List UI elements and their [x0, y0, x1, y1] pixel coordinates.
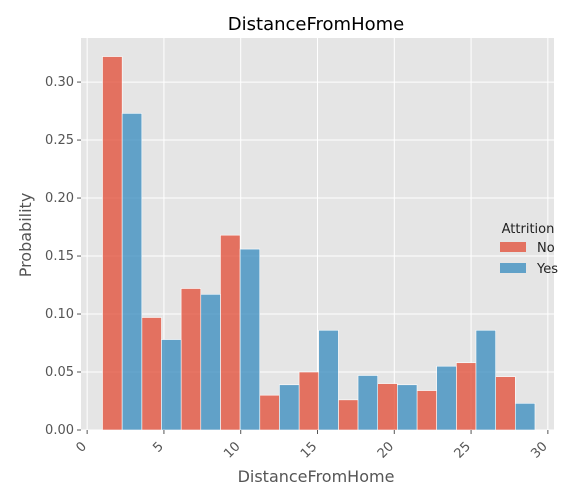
bars: [102, 56, 536, 431]
x-tick-label: 0: [74, 439, 90, 455]
y-tick-label: 0.00: [45, 423, 74, 438]
y-tick-label: 0.20: [45, 191, 74, 206]
bar-yes: [161, 339, 182, 431]
bar-no: [141, 317, 162, 431]
legend-title: Attrition: [502, 222, 555, 237]
bar-no: [377, 383, 398, 431]
bar-no: [338, 399, 359, 431]
x-axis-title: DistanceFromHome: [238, 467, 395, 486]
y-axis-title: Probability: [16, 193, 35, 278]
x-tick-label: 20: [375, 439, 397, 461]
bar-yes: [239, 248, 261, 431]
y-tick-label: 0.30: [45, 75, 74, 90]
y-tick-label: 0.15: [45, 249, 74, 264]
bar-yes: [436, 365, 457, 431]
bar-yes: [357, 375, 378, 431]
x-tick-label: 25: [452, 439, 474, 461]
x-tick-label: 15: [298, 439, 320, 461]
x-axis-ticks: 0 5 10 15 20 25 30: [74, 430, 551, 462]
legend: Attrition No Yes: [500, 222, 558, 277]
bar-yes: [279, 384, 300, 431]
chart-title: DistanceFromHome: [228, 14, 404, 35]
y-tick-label: 0.05: [45, 365, 74, 380]
legend-swatch-yes: [500, 263, 526, 273]
bar-yes: [318, 329, 339, 431]
legend-swatch-no: [500, 242, 526, 252]
x-tick-label: 30: [528, 439, 550, 461]
bar-no: [220, 234, 241, 431]
bar-yes: [475, 329, 496, 431]
bar-no: [102, 56, 123, 431]
x-tick-label: 10: [221, 439, 243, 461]
bar-yes: [397, 384, 418, 431]
bar-yes: [514, 403, 536, 431]
legend-label-no: No: [537, 241, 555, 256]
bar-no: [495, 376, 516, 431]
y-tick-label: 0.25: [45, 133, 74, 148]
bar-no: [456, 362, 477, 431]
x-tick-label: 5: [150, 439, 166, 455]
bar-no: [259, 394, 280, 431]
bar-no: [416, 390, 437, 431]
bar-no: [298, 371, 320, 431]
legend-label-yes: Yes: [536, 262, 558, 277]
bar-no: [180, 288, 202, 431]
bar-yes: [121, 113, 143, 431]
y-tick-label: 0.10: [45, 307, 74, 322]
bar-yes: [200, 294, 221, 431]
y-axis-ticks: 0.00 0.05 0.10 0.15 0.20 0.25 0.30: [45, 75, 81, 438]
